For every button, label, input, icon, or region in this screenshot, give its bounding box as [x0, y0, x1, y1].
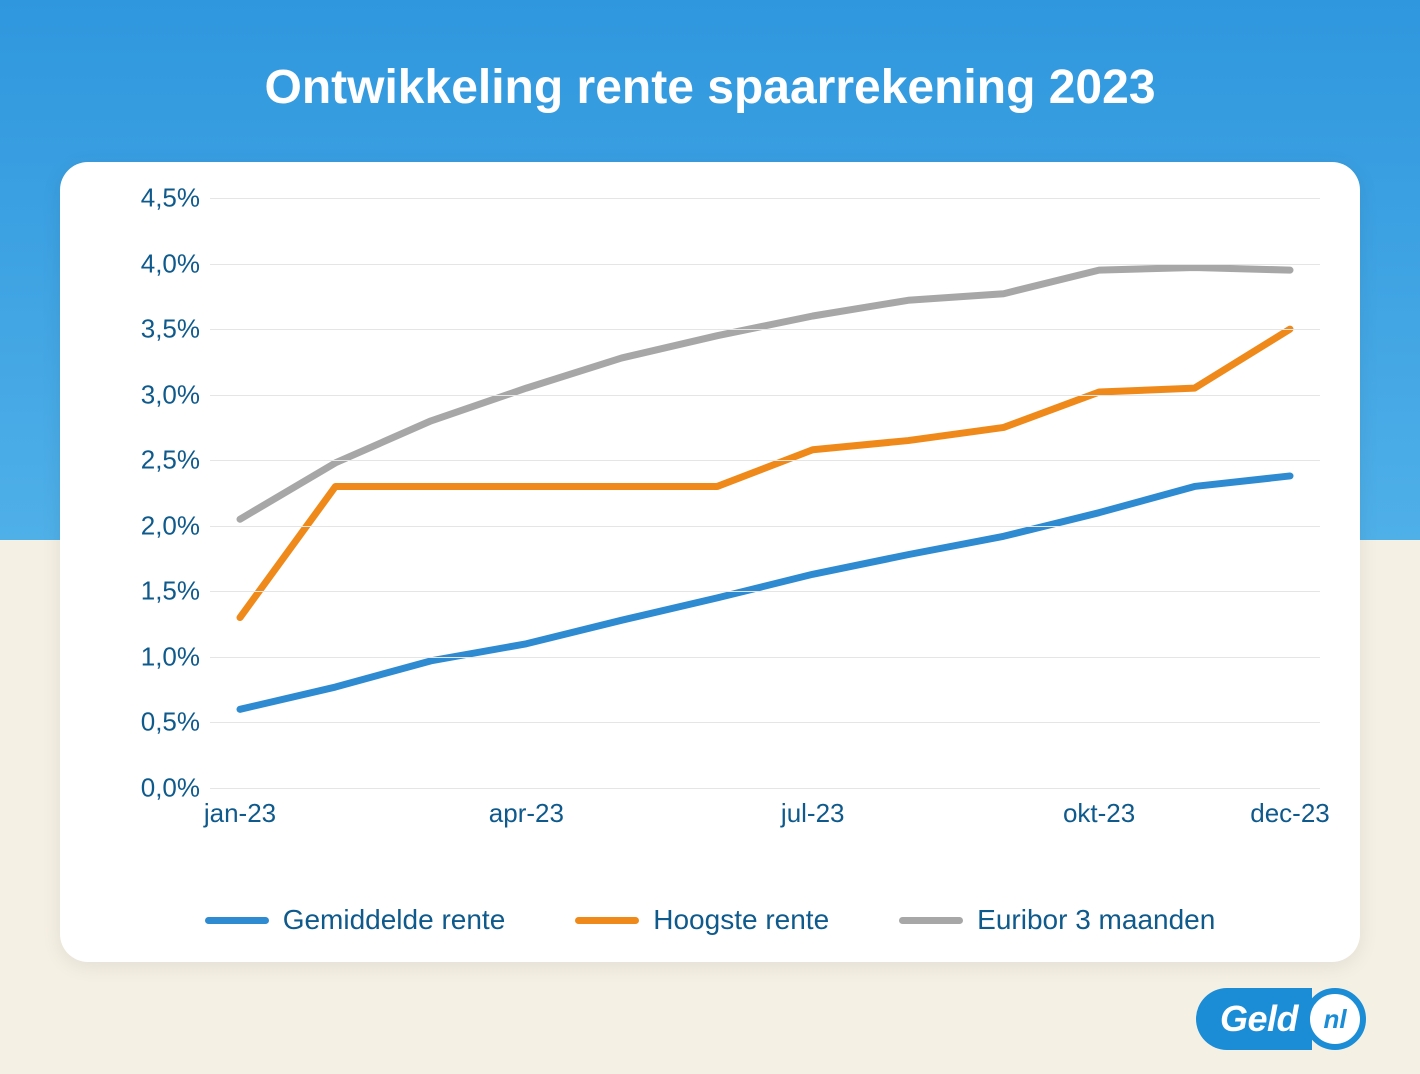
legend-label: Gemiddelde rente	[283, 904, 506, 936]
legend-swatch	[205, 917, 269, 924]
gridline	[210, 526, 1320, 527]
y-axis: 0,0%0,5%1,0%1,5%2,0%2,5%3,0%3,5%4,0%4,5%	[100, 198, 210, 788]
legend-label: Euribor 3 maanden	[977, 904, 1215, 936]
y-tick-label: 4,5%	[141, 183, 200, 214]
gridline	[210, 722, 1320, 723]
gridline	[210, 198, 1320, 199]
gridline	[210, 264, 1320, 265]
gridline	[210, 657, 1320, 658]
y-tick-label: 1,5%	[141, 576, 200, 607]
x-tick-label: jan-23	[204, 798, 276, 829]
legend-label: Hoogste rente	[653, 904, 829, 936]
legend-swatch	[899, 917, 963, 924]
page-title: Ontwikkeling rente spaarrekening 2023	[0, 60, 1420, 115]
x-axis: jan-23apr-23jul-23okt-23dec-23	[210, 798, 1320, 838]
gridline	[210, 329, 1320, 330]
brand-logo-text: Geld	[1196, 988, 1312, 1050]
gridline	[210, 788, 1320, 789]
legend-item: Hoogste rente	[575, 904, 829, 936]
legend-swatch	[575, 917, 639, 924]
y-tick-label: 3,0%	[141, 379, 200, 410]
gridline	[210, 591, 1320, 592]
x-tick-label: apr-23	[489, 798, 564, 829]
series-line	[240, 476, 1290, 709]
series-line	[240, 329, 1290, 617]
y-tick-label: 0,0%	[141, 773, 200, 804]
plot-region	[210, 198, 1320, 788]
brand-logo-suffix: nl	[1304, 988, 1366, 1050]
y-tick-label: 3,5%	[141, 314, 200, 345]
x-tick-label: dec-23	[1250, 798, 1330, 829]
legend-item: Gemiddelde rente	[205, 904, 506, 936]
y-tick-label: 1,0%	[141, 641, 200, 672]
brand-logo: Geld nl	[1196, 988, 1366, 1050]
chart-area: 0,0%0,5%1,0%1,5%2,0%2,5%3,0%3,5%4,0%4,5%…	[100, 198, 1320, 858]
gridline	[210, 395, 1320, 396]
x-tick-label: jul-23	[781, 798, 845, 829]
chart-card: 0,0% 0,5% 1,0% 1,5% 2,0% 2,5% 3,0% 3,5% 4,0% 4,5%…	[60, 162, 1360, 962]
chart-legend: Gemiddelde rente Hoogste rente Euribor 3 m…	[60, 904, 1360, 936]
x-tick-label: okt-23	[1063, 798, 1135, 829]
y-tick-label: 0,5%	[141, 707, 200, 738]
y-tick-label: 4,0%	[141, 248, 200, 279]
gridline	[210, 460, 1320, 461]
legend-item: Euribor 3 maanden	[899, 904, 1215, 936]
chart-lines	[210, 198, 1320, 788]
y-tick-label: 2,0%	[141, 510, 200, 541]
y-tick-label: 2,5%	[141, 445, 200, 476]
